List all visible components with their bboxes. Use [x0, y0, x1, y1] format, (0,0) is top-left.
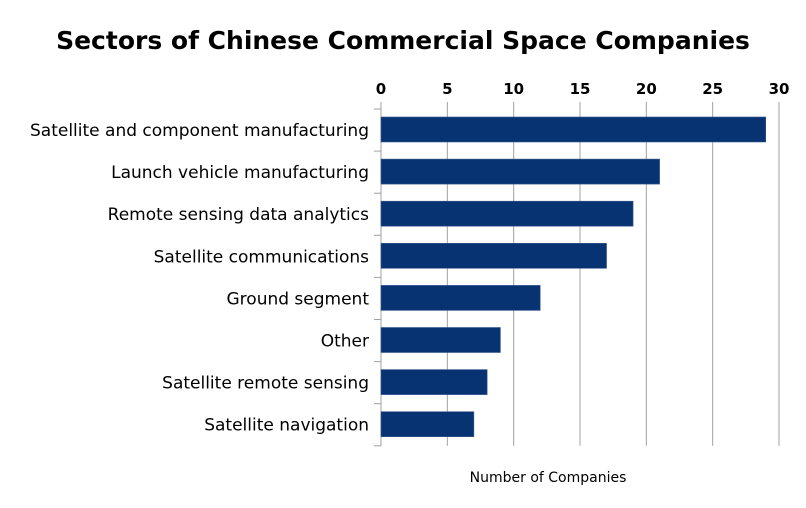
bar — [380, 200, 634, 227]
bar — [380, 243, 607, 269]
category-label: Satellite and component manufacturing — [30, 121, 369, 141]
x-tick-label: 15 — [570, 80, 591, 98]
chart-title: Sectors of Chinese Commercial Space Comp… — [56, 26, 750, 55]
category-label: Satellite remote sensing — [162, 374, 369, 394]
category-label: Satellite navigation — [204, 416, 369, 436]
bar — [380, 411, 475, 438]
x-tick-label: 5 — [442, 80, 452, 98]
category-label: Launch vehicle manufacturing — [111, 163, 369, 183]
category-label: Other — [321, 332, 369, 352]
bar — [380, 158, 660, 185]
x-tick-label: 0 — [376, 80, 386, 98]
x-tick-label: 10 — [503, 80, 524, 98]
bar — [380, 116, 767, 143]
bar — [380, 327, 501, 353]
category-label: Satellite communications — [154, 247, 369, 267]
category-label: Ground segment — [227, 289, 370, 309]
x-axis-label: Number of Companies — [469, 470, 627, 486]
bar — [380, 369, 488, 395]
category-label: Remote sensing data analytics — [108, 205, 369, 225]
bar — [380, 285, 541, 311]
x-tick-label: 30 — [769, 80, 790, 98]
x-tick-label: 25 — [702, 80, 723, 98]
x-tick-label: 20 — [636, 80, 657, 98]
